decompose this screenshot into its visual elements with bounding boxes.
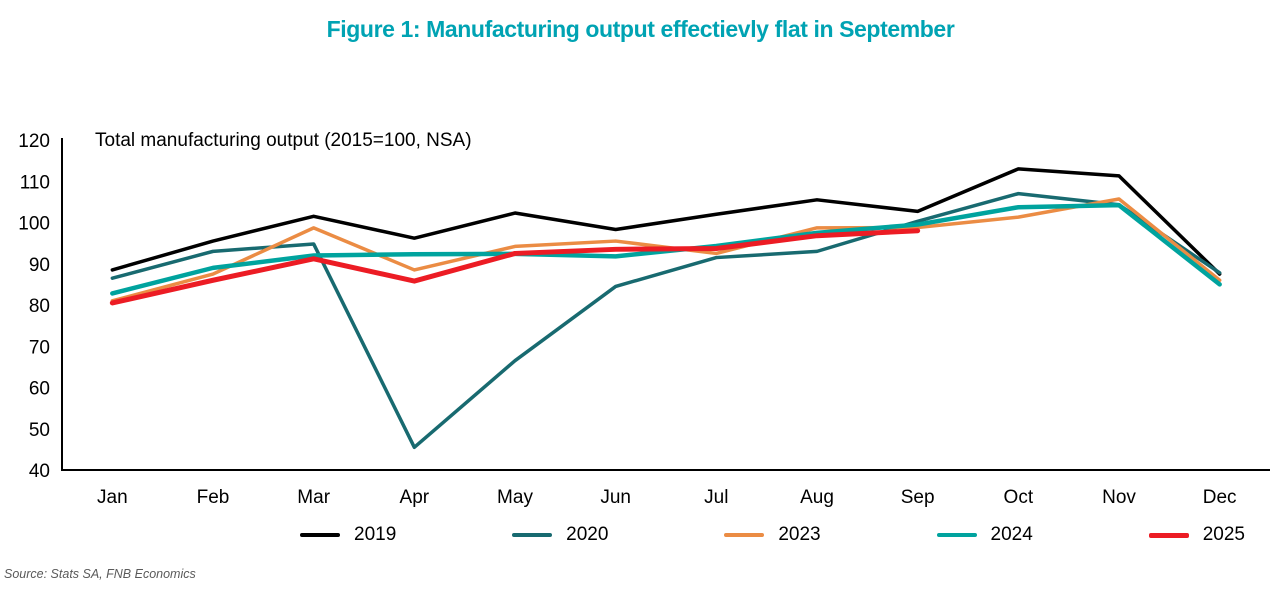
y-axis-tick-label: 90 [29,255,50,276]
line-chart: 40 50 60 70 80 90 100 110 120 Jan Feb Mar Apr May Jun J… [18,130,1270,508]
series-line-2025 [109,228,921,306]
legend-label-2025: 2025 [1202,524,1245,545]
legend-item-2024: 2024 [936,524,1033,546]
legend-swatch-2020 [512,533,553,537]
legend-swatch-2019 [300,533,340,537]
chart-legend: 2019 2020 2023 2024 2025 [300,524,1245,546]
figure-title: Figure 1: Manufacturing output effectiev… [326,16,955,42]
legend-label-2023: 2023 [778,524,821,545]
legend-label-2020: 2020 [566,524,609,545]
x-axis-tick-label: Apr [400,487,430,508]
x-axis-tick-label: Jul [704,487,728,508]
y-axis-tick-label: 110 [20,172,50,193]
legend-label-2024: 2024 [990,524,1033,545]
x-axis-tick-label: Mar [297,487,330,508]
x-axis-tick-label: Jun [600,487,631,508]
y-axis-tick-label: 100 [18,214,50,235]
legend-item-2019: 2019 [300,524,396,546]
x-axis-tick-label: Oct [1004,487,1034,508]
y-axis-tick-label: 80 [29,296,50,317]
source-note: Source: Stats SA, FNB Economics [4,567,196,581]
legend-swatch-2023 [724,533,765,537]
x-axis-tick-label: May [497,487,533,508]
legend-item-2020: 2020 [512,524,608,546]
axis-lines [61,138,1270,471]
legend-label-2019: 2019 [354,524,397,545]
chart-canvas: 40 50 60 70 80 90 100 110 120 Jan Feb Mar Apr May Jun J… [18,131,1270,508]
legend-swatch-2025 [1148,532,1189,538]
legend-swatch-2024 [936,532,977,538]
x-axis-tick-label: Dec [1203,487,1237,508]
x-axis-tick-label: Jan [97,487,128,508]
y-axis-tick-label: 60 [29,379,50,400]
series-line-2019 [110,167,1222,276]
x-axis-tick-label: Aug [800,487,834,508]
y-axis-tick-label: 40 [29,461,50,482]
y-axis-tick-label: 120 [18,131,50,152]
y-axis-tick-label: 50 [29,420,50,441]
y-axis-tick-label: 70 [29,337,50,358]
x-axis-tick-label: Feb [197,487,230,508]
series-line-2020 [110,191,1222,450]
x-axis-tick-label: Nov [1102,487,1136,508]
x-axis-tick-label: Sep [901,487,935,508]
legend-item-2025: 2025 [1148,524,1245,546]
chart-subtitle: Total manufacturing output (2015=100, NS… [95,130,472,151]
legend-item-2023: 2023 [724,524,821,546]
